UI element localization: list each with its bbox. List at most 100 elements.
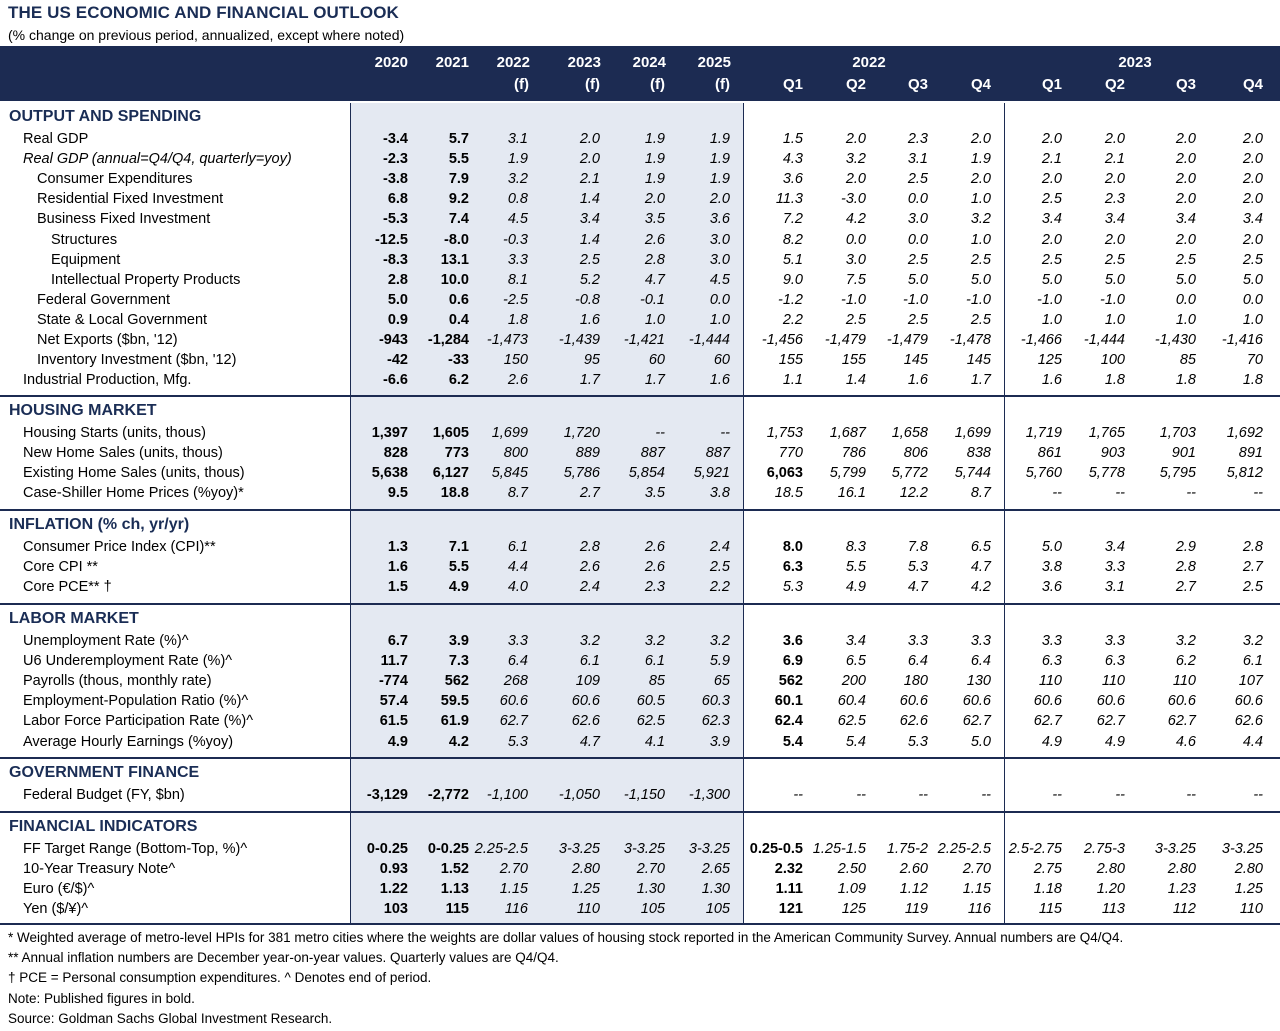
table-cell: 3.4	[579, 211, 600, 228]
table-cell: 4.1	[644, 733, 665, 750]
table-cell: 1.11	[775, 881, 803, 898]
table-cell: 2.6	[644, 559, 665, 576]
table-cell: 2.0	[845, 131, 866, 147]
table-cell: 1.0	[970, 191, 991, 208]
table-cell: 1.20	[1096, 881, 1125, 898]
table-cell: 1.4	[845, 372, 866, 389]
table-cell: --	[1052, 485, 1062, 502]
table-cell: 1.8	[1175, 372, 1196, 389]
table-cell: 5.5	[448, 559, 469, 576]
table-cell: 1,658	[891, 425, 928, 441]
table-cell: 1.25	[1234, 881, 1263, 898]
row-label: Euro (€/$)^	[23, 881, 95, 898]
table-cell: 2.7	[1175, 579, 1196, 596]
table-cell: 145	[903, 352, 928, 369]
annual-shade	[350, 813, 743, 926]
table-cell: 5.3	[507, 733, 528, 750]
table-cell: 60.6	[571, 693, 600, 710]
table-cell: 838	[966, 445, 991, 462]
table-cell: --	[1115, 485, 1125, 502]
table-cell: 100	[1100, 352, 1125, 369]
table-cell: -3,129	[366, 787, 408, 803]
table-cell: 6.9	[782, 653, 803, 670]
table-cell: -33	[448, 352, 469, 369]
table-cell: 1.5	[782, 131, 803, 147]
table-cell: 3.3	[970, 633, 991, 649]
table-cell: 2.8	[1175, 559, 1196, 576]
table-cell: 8.2	[782, 231, 803, 248]
table-cell: 2.75-3	[1083, 841, 1125, 857]
column-divider	[350, 511, 351, 604]
table-cell: 3-3.25	[558, 841, 600, 857]
header-year: 2020	[374, 54, 408, 71]
table-cell: 130	[966, 673, 991, 690]
table-cell: 4.0	[507, 579, 528, 596]
table-cell: 3.2	[579, 633, 600, 649]
table-cell: 3-3.25	[623, 841, 665, 857]
header-quarter: Q3	[1175, 76, 1196, 93]
table-cell: -1,479	[886, 332, 928, 348]
row-label: Housing Starts (units, thous)	[23, 425, 206, 441]
header-year: 2024	[632, 54, 666, 71]
table-cell: 2.6	[507, 372, 528, 389]
table-cell: 3.4	[845, 633, 866, 649]
table-cell: 2.5	[1175, 251, 1196, 268]
table-cell: 5.7	[448, 131, 469, 147]
table-cell: 1.8	[1104, 372, 1125, 389]
table-cell: 1.23	[1167, 881, 1196, 898]
table-cell: --	[655, 425, 665, 441]
table-cell: 2.75	[1033, 861, 1062, 878]
table-cell: 145	[966, 352, 991, 369]
table-cell: 5.4	[782, 733, 803, 750]
table-cell: 4.7	[579, 733, 600, 750]
table-cell: 3.3	[1104, 559, 1125, 576]
column-divider	[743, 759, 744, 812]
table-cell: 113	[1101, 901, 1125, 918]
section-title: GOVERNMENT FINANCE	[9, 764, 200, 781]
table-cell: 2.0	[1242, 131, 1263, 147]
row-label: State & Local Government	[37, 311, 208, 328]
table-cell: 2.3	[644, 579, 665, 596]
table-cell: 773	[444, 445, 469, 462]
table-cell: 1,765	[1088, 425, 1125, 441]
table-cell: 3.2	[644, 633, 665, 649]
table-cell: 62.7	[962, 713, 991, 730]
table-cell: 1.4	[579, 231, 600, 248]
table-cell: 5.5	[845, 559, 866, 576]
table-cell: 2.0	[579, 131, 600, 147]
table-cell: 62.7	[1096, 713, 1125, 730]
table-cell: 62.3	[701, 713, 730, 730]
table-cell: 0.0	[907, 231, 928, 248]
table-cell: --	[1186, 485, 1196, 502]
table-cell: 60.5	[636, 693, 665, 710]
table-cell: 2.6	[644, 231, 665, 248]
table-cell: 11.7	[380, 653, 408, 670]
table-cell: 1.7	[579, 372, 600, 389]
table-cell: 115	[1038, 901, 1062, 918]
table-cell: 4.7	[970, 559, 991, 576]
table-cell: 3.4	[1104, 539, 1125, 555]
table-cell: 6.2	[448, 372, 469, 389]
table-cell: 1,719	[1025, 425, 1062, 441]
table-cell: 5.0	[1104, 271, 1125, 288]
table-cell: 5,795	[1159, 465, 1196, 482]
table-cell: 1,397	[371, 425, 408, 441]
table-cell: -1,444	[688, 332, 730, 348]
column-divider	[1004, 759, 1005, 812]
table-cell: 60	[713, 352, 730, 369]
table-cell: -6.6	[383, 372, 408, 389]
table-cell: 6.5	[845, 653, 866, 670]
table-cell: 1.0	[970, 231, 991, 248]
row-label: Industrial Production, Mfg.	[23, 372, 192, 389]
table-cell: -1,284	[427, 332, 469, 348]
table-cell: 2.5-2.75	[1008, 841, 1062, 857]
table-cell: 3.4	[1175, 211, 1196, 228]
row-label: Yen ($/¥)^	[23, 901, 89, 918]
table-cell: 5.5	[448, 151, 469, 168]
table-cell: 85	[648, 673, 665, 690]
section-title: LABOR MARKET	[9, 610, 139, 627]
column-divider	[1004, 397, 1005, 510]
table-cell: --	[1186, 787, 1196, 803]
table-cell: 112	[1172, 901, 1196, 918]
row-label: Federal Budget (FY, $bn)	[23, 787, 185, 803]
